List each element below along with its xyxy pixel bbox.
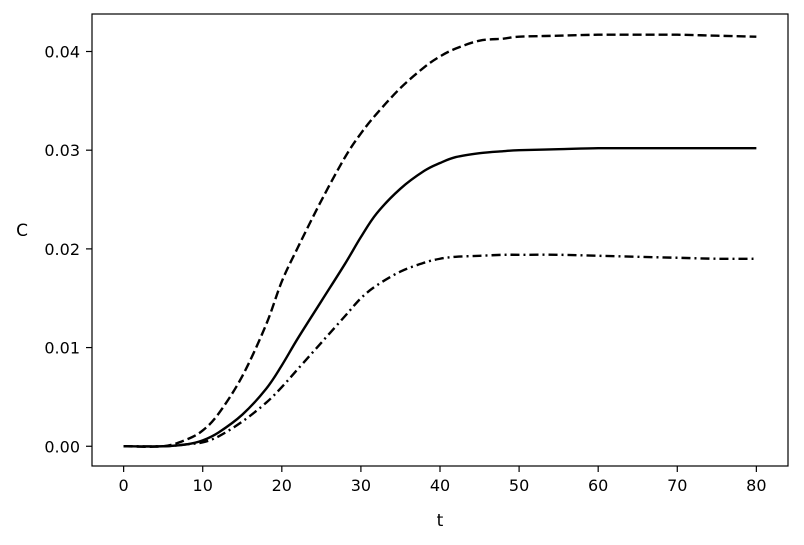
series-line-dashed (123, 33, 757, 448)
y-tick-label: 0.04 (44, 43, 80, 62)
y-axis-ticks: 0.00 0.01 0.02 0.03 0.04 (44, 43, 92, 456)
x-axis-ticks: 0 10 20 30 40 50 60 70 80 (119, 466, 767, 495)
x-tick-label: 40 (430, 476, 450, 495)
series-line-solid (123, 146, 757, 448)
x-tick-label: 0 (119, 476, 129, 495)
y-tick-label: 0.00 (44, 437, 80, 456)
y-tick-label: 0.01 (44, 339, 80, 358)
x-tick-label: 20 (272, 476, 292, 495)
x-axis-label: t (437, 511, 444, 531)
series-line-dashdot (123, 253, 757, 448)
y-tick-label: 0.02 (44, 240, 80, 259)
x-tick-label: 30 (351, 476, 371, 495)
plot-frame (91, 13, 789, 467)
series-group (123, 33, 757, 448)
y-axis-label: C (16, 221, 28, 241)
x-tick-label: 10 (193, 476, 213, 495)
x-tick-label: 50 (509, 476, 529, 495)
x-tick-label: 60 (588, 476, 608, 495)
x-tick-label: 80 (746, 476, 766, 495)
y-tick-label: 0.03 (44, 141, 80, 160)
x-tick-label: 70 (667, 476, 687, 495)
